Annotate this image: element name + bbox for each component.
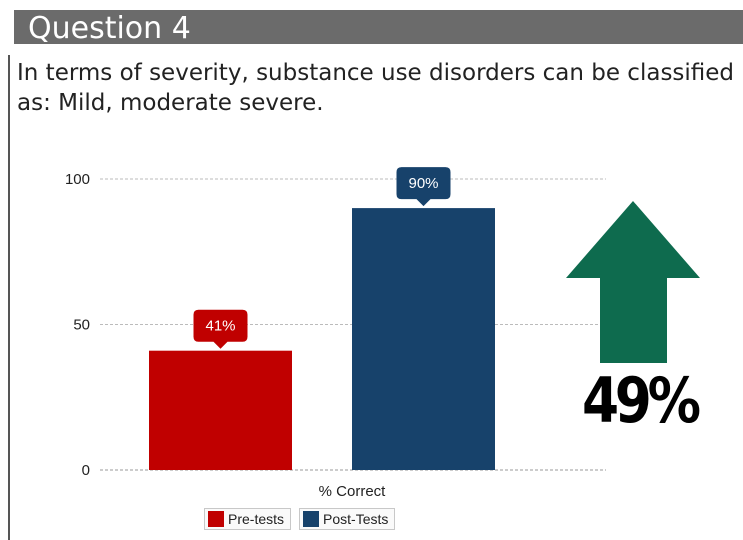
y-tick-label: 50 xyxy=(73,317,90,334)
y-tick-label: 0 xyxy=(82,462,90,479)
bar-post-tests xyxy=(352,208,495,470)
bar-layer xyxy=(149,208,495,470)
chart-legend: Pre-tests Post-Tests xyxy=(204,508,396,530)
data-label: 41% xyxy=(205,318,235,335)
left-divider xyxy=(8,55,10,540)
legend-label-pre-tests: Pre-tests xyxy=(228,511,285,527)
data-label: 90% xyxy=(408,175,438,192)
up-arrow-icon xyxy=(566,201,700,363)
data-label-bubble xyxy=(396,167,451,207)
data-label-bubble xyxy=(193,309,248,349)
improvement-value: 49% xyxy=(582,364,701,437)
title-bar xyxy=(14,10,743,44)
legend-item-post-tests: Post-Tests xyxy=(299,508,396,530)
legend-item-pre-tests: Pre-tests xyxy=(204,508,292,530)
grid-layer: 0 50 100 xyxy=(65,171,606,479)
legend-label-post-tests: Post-Tests xyxy=(323,511,389,527)
y-tick-label: 100 xyxy=(65,171,90,188)
slide-title: Question 4 xyxy=(28,11,191,46)
bar-pre-tests xyxy=(149,350,292,470)
label-layer: 41% 90% xyxy=(193,167,451,349)
x-axis-label: % Correct xyxy=(319,483,387,500)
question-text: In terms of severity, substance use diso… xyxy=(17,60,735,116)
legend-swatch-post-tests xyxy=(303,511,320,527)
legend-swatch-pre-tests xyxy=(208,511,224,527)
